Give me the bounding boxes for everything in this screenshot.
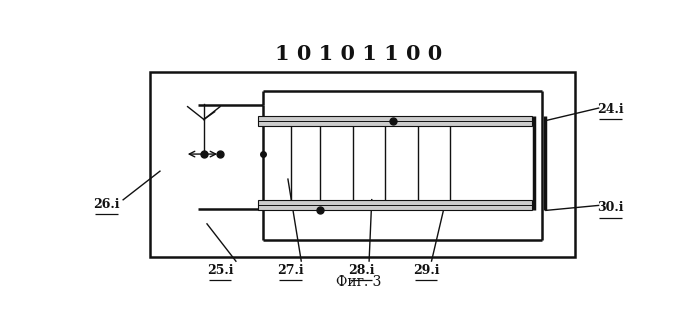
Text: 27.i: 27.i (278, 264, 304, 277)
Text: 30.i: 30.i (597, 201, 624, 214)
Text: 28.i: 28.i (347, 264, 374, 277)
Bar (258, 116, 531, 126)
Text: 1 0 1 0 1 1 0 0: 1 0 1 0 1 1 0 0 (275, 44, 442, 64)
Text: Фиг. 3: Фиг. 3 (336, 275, 381, 289)
Text: 25.i: 25.i (207, 264, 233, 277)
Text: 26.i: 26.i (93, 197, 120, 210)
Bar (150, 72, 575, 257)
Text: 29.i: 29.i (412, 264, 439, 277)
Bar (258, 200, 531, 210)
Text: 24.i: 24.i (597, 103, 624, 116)
